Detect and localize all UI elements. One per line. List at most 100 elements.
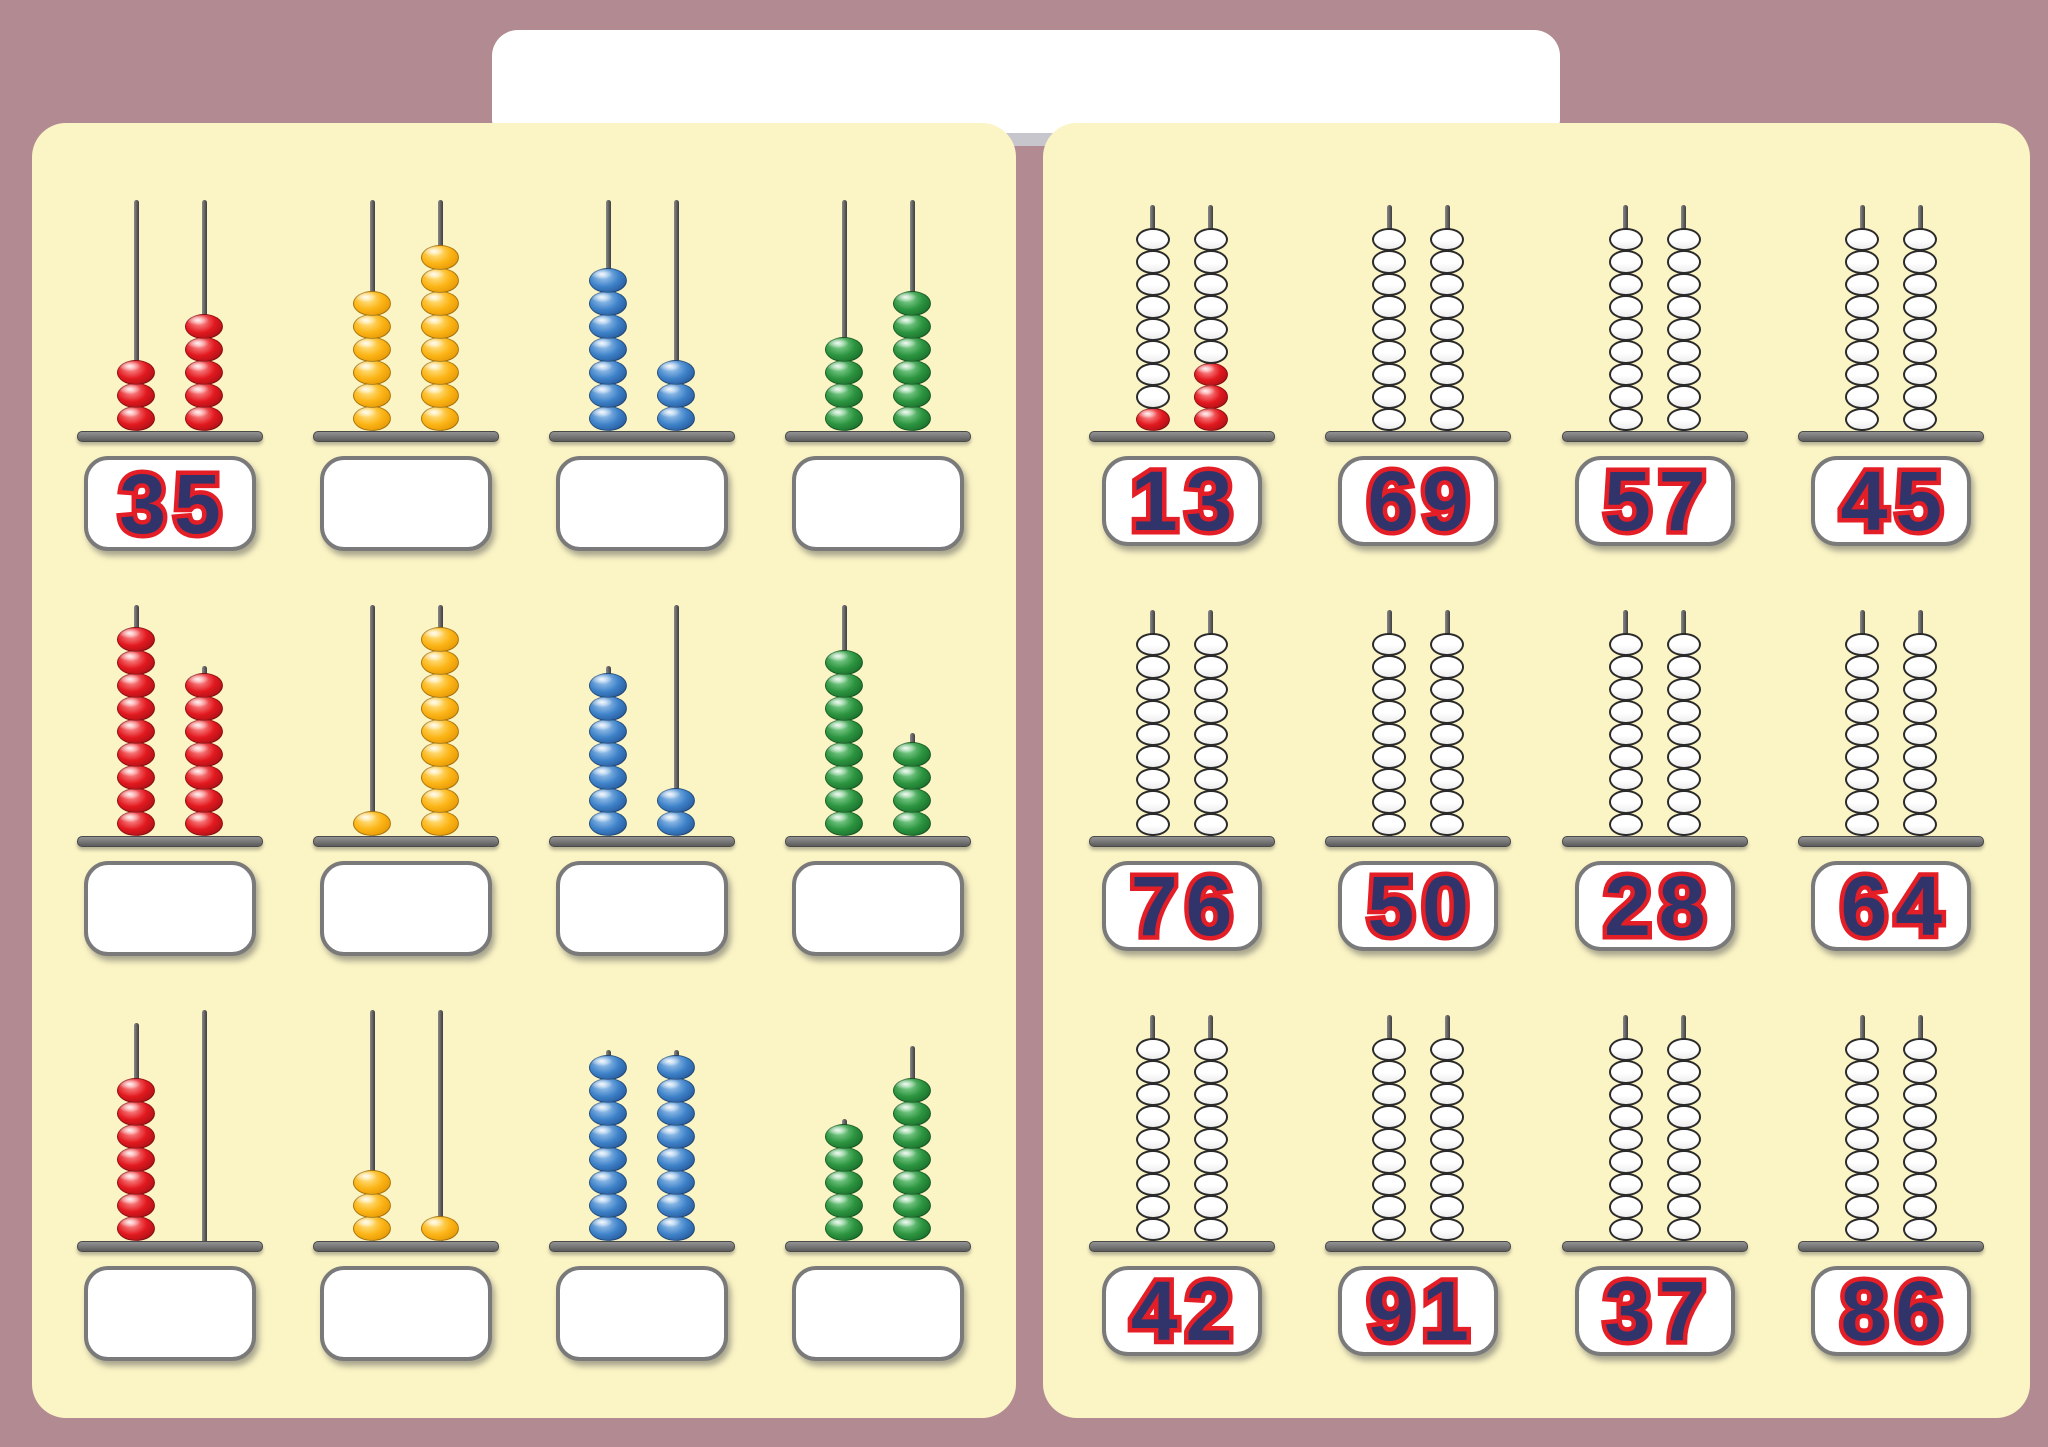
bead-white-colorable[interactable] — [1666, 632, 1701, 656]
bead-white-colorable[interactable] — [1372, 272, 1407, 296]
bead-white-colorable[interactable] — [1608, 362, 1643, 386]
bead-white-colorable[interactable] — [1666, 700, 1701, 724]
bead-white-colorable[interactable] — [1845, 1127, 1880, 1151]
bead-white-colorable[interactable] — [1666, 1217, 1701, 1241]
bead-white-colorable[interactable] — [1135, 700, 1170, 724]
bead-white-colorable[interactable] — [1608, 250, 1643, 274]
bead-white-colorable[interactable] — [1193, 767, 1228, 791]
answer-box-empty[interactable] — [320, 861, 492, 956]
bead-white-colorable[interactable] — [1193, 295, 1228, 319]
bead-white-colorable[interactable] — [1608, 745, 1643, 769]
bead-white-colorable[interactable] — [1845, 295, 1880, 319]
bead-white-colorable[interactable] — [1430, 745, 1465, 769]
bead-white-colorable[interactable] — [1666, 1082, 1701, 1106]
bead-white-colorable[interactable] — [1430, 1037, 1465, 1061]
bead-white-colorable[interactable] — [1608, 272, 1643, 296]
bead-white-colorable[interactable] — [1135, 1127, 1170, 1151]
bead-white-colorable[interactable] — [1135, 722, 1170, 746]
bead-white-colorable[interactable] — [1193, 722, 1228, 746]
bead-white-colorable[interactable] — [1135, 812, 1170, 836]
bead-white-colorable[interactable] — [1430, 385, 1465, 409]
bead-white-colorable[interactable] — [1845, 655, 1880, 679]
bead-white-colorable[interactable] — [1430, 1082, 1465, 1106]
bead-white-colorable[interactable] — [1430, 812, 1465, 836]
bead-white-colorable[interactable] — [1430, 700, 1465, 724]
bead-white-colorable[interactable] — [1135, 340, 1170, 364]
bead-white-colorable[interactable] — [1430, 1172, 1465, 1196]
bead-white-colorable[interactable] — [1903, 1195, 1938, 1219]
answer-box-empty[interactable] — [792, 861, 964, 956]
bead-red-colored[interactable] — [1193, 407, 1228, 431]
bead-white-colorable[interactable] — [1193, 272, 1228, 296]
bead-white-colorable[interactable] — [1193, 1037, 1228, 1061]
bead-white-colorable[interactable] — [1372, 1127, 1407, 1151]
bead-white-colorable[interactable] — [1845, 722, 1880, 746]
bead-white-colorable[interactable] — [1608, 1105, 1643, 1129]
bead-white-colorable[interactable] — [1430, 677, 1465, 701]
bead-white-colorable[interactable] — [1845, 340, 1880, 364]
bead-white-colorable[interactable] — [1430, 722, 1465, 746]
answer-box-empty[interactable] — [792, 456, 964, 551]
bead-white-colorable[interactable] — [1135, 317, 1170, 341]
bead-white-colorable[interactable] — [1666, 340, 1701, 364]
bead-white-colorable[interactable] — [1608, 1037, 1643, 1061]
bead-white-colorable[interactable] — [1845, 1105, 1880, 1129]
bead-white-colorable[interactable] — [1666, 385, 1701, 409]
bead-white-colorable[interactable] — [1372, 407, 1407, 431]
bead-white-colorable[interactable] — [1666, 1172, 1701, 1196]
bead-white-colorable[interactable] — [1430, 250, 1465, 274]
bead-white-colorable[interactable] — [1903, 745, 1938, 769]
bead-white-colorable[interactable] — [1903, 1217, 1938, 1241]
bead-white-colorable[interactable] — [1372, 722, 1407, 746]
bead-white-colorable[interactable] — [1845, 1172, 1880, 1196]
bead-white-colorable[interactable] — [1193, 340, 1228, 364]
bead-white-colorable[interactable] — [1372, 655, 1407, 679]
bead-white-colorable[interactable] — [1845, 677, 1880, 701]
bead-white-colorable[interactable] — [1135, 1217, 1170, 1241]
bead-white-colorable[interactable] — [1193, 1060, 1228, 1084]
answer-box-empty[interactable] — [320, 1266, 492, 1361]
bead-white-colorable[interactable] — [1193, 655, 1228, 679]
bead-white-colorable[interactable] — [1903, 1172, 1938, 1196]
bead-white-colorable[interactable] — [1135, 1172, 1170, 1196]
bead-white-colorable[interactable] — [1372, 317, 1407, 341]
bead-white-colorable[interactable] — [1845, 700, 1880, 724]
bead-white-colorable[interactable] — [1135, 1195, 1170, 1219]
bead-white-colorable[interactable] — [1903, 362, 1938, 386]
answer-box-empty[interactable] — [320, 456, 492, 551]
bead-white-colorable[interactable] — [1135, 677, 1170, 701]
bead-white-colorable[interactable] — [1845, 317, 1880, 341]
bead-white-colorable[interactable] — [1430, 295, 1465, 319]
bead-white-colorable[interactable] — [1372, 1082, 1407, 1106]
bead-white-colorable[interactable] — [1845, 385, 1880, 409]
answer-box-empty[interactable] — [84, 861, 256, 956]
bead-white-colorable[interactable] — [1845, 632, 1880, 656]
bead-white-colorable[interactable] — [1135, 655, 1170, 679]
bead-white-colorable[interactable] — [1845, 362, 1880, 386]
answer-box-empty[interactable] — [556, 861, 728, 956]
bead-white-colorable[interactable] — [1608, 655, 1643, 679]
bead-white-colorable[interactable] — [1608, 700, 1643, 724]
bead-white-colorable[interactable] — [1845, 1037, 1880, 1061]
bead-white-colorable[interactable] — [1845, 272, 1880, 296]
bead-white-colorable[interactable] — [1845, 790, 1880, 814]
bead-white-colorable[interactable] — [1193, 745, 1228, 769]
bead-white-colorable[interactable] — [1430, 1060, 1465, 1084]
bead-white-colorable[interactable] — [1608, 1060, 1643, 1084]
bead-white-colorable[interactable] — [1608, 227, 1643, 251]
bead-white-colorable[interactable] — [1903, 767, 1938, 791]
bead-white-colorable[interactable] — [1372, 1195, 1407, 1219]
bead-white-colorable[interactable] — [1666, 1195, 1701, 1219]
bead-white-colorable[interactable] — [1608, 1082, 1643, 1106]
bead-white-colorable[interactable] — [1193, 632, 1228, 656]
bead-white-colorable[interactable] — [1135, 745, 1170, 769]
bead-white-colorable[interactable] — [1903, 1127, 1938, 1151]
bead-white-colorable[interactable] — [1430, 272, 1465, 296]
bead-white-colorable[interactable] — [1608, 317, 1643, 341]
bead-white-colorable[interactable] — [1666, 677, 1701, 701]
bead-white-colorable[interactable] — [1372, 812, 1407, 836]
bead-white-colorable[interactable] — [1430, 362, 1465, 386]
bead-white-colorable[interactable] — [1135, 1105, 1170, 1129]
bead-white-colorable[interactable] — [1193, 812, 1228, 836]
bead-white-colorable[interactable] — [1372, 677, 1407, 701]
